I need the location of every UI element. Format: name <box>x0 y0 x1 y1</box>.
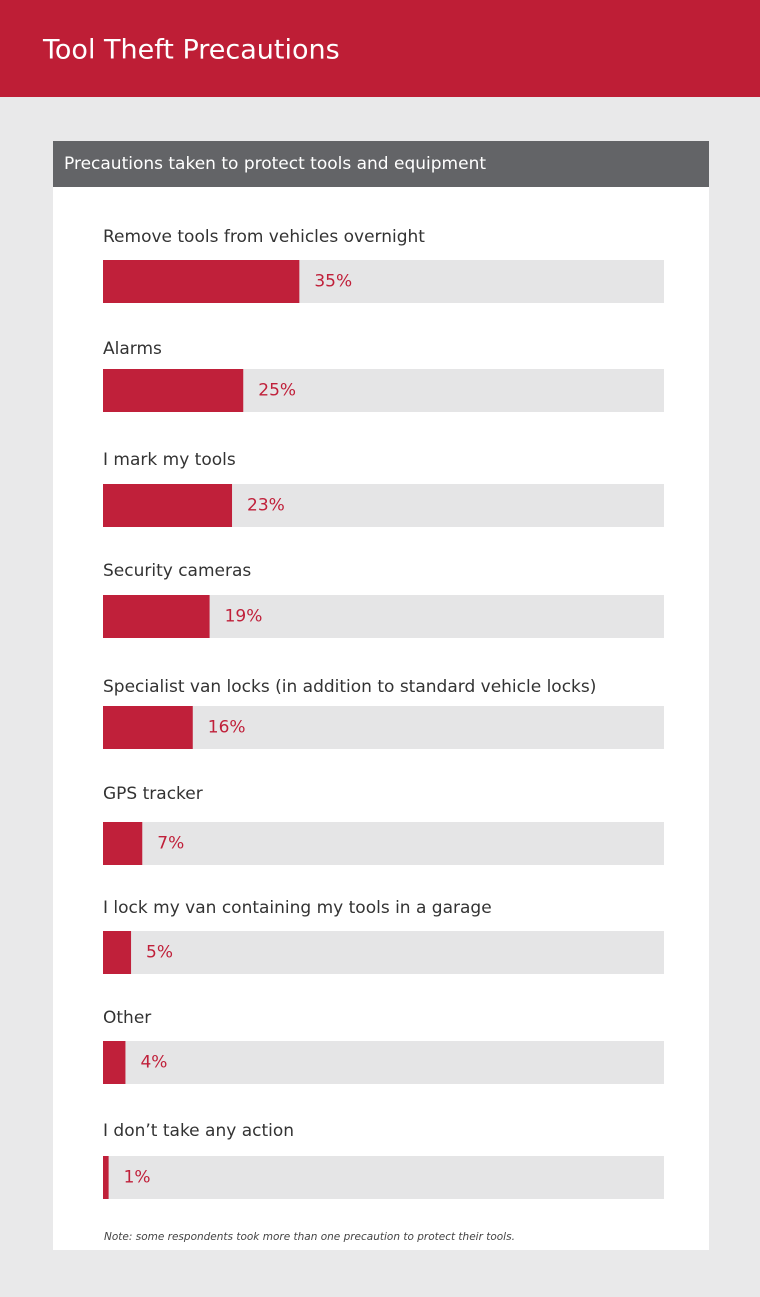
category-label: I lock my van containing my tools in a g… <box>103 898 492 918</box>
value-label: 5% <box>146 943 173 963</box>
chart-title: Tool Theft Precautions <box>42 35 340 66</box>
bar <box>103 822 143 865</box>
bar <box>103 595 210 638</box>
chart-subtitle: Precautions taken to protect tools and e… <box>64 154 486 174</box>
bar <box>103 1156 109 1199</box>
category-label: I don’t take any action <box>103 1121 294 1141</box>
bar-track <box>103 706 664 749</box>
category-label: Security cameras <box>103 561 251 581</box>
value-label: 4% <box>140 1053 167 1073</box>
value-label: 19% <box>225 607 263 627</box>
bar <box>103 369 244 412</box>
value-label: 7% <box>157 834 184 854</box>
header-band <box>0 0 760 97</box>
value-label: 1% <box>124 1168 151 1188</box>
value-label: 35% <box>314 272 352 292</box>
value-label: 16% <box>208 718 246 738</box>
bar <box>103 260 300 303</box>
bar <box>103 1041 126 1084</box>
bar-track <box>103 931 664 974</box>
category-label: I mark my tools <box>103 450 236 470</box>
bar <box>103 484 233 527</box>
category-label: Remove tools from vehicles overnight <box>103 227 425 247</box>
value-label: 23% <box>247 496 285 516</box>
category-label: Specialist van locks (in addition to sta… <box>103 677 596 697</box>
bar-track <box>103 1041 664 1084</box>
bar-track <box>103 822 664 865</box>
bar-track <box>103 1156 664 1199</box>
bar <box>103 706 193 749</box>
category-label: Other <box>103 1008 151 1028</box>
category-label: GPS tracker <box>103 784 203 804</box>
note: Note: some respondents took more than on… <box>104 1231 515 1243</box>
category-label: Alarms <box>103 339 162 359</box>
card-header <box>53 141 709 187</box>
bar <box>103 931 132 974</box>
value-label: 25% <box>258 381 296 401</box>
